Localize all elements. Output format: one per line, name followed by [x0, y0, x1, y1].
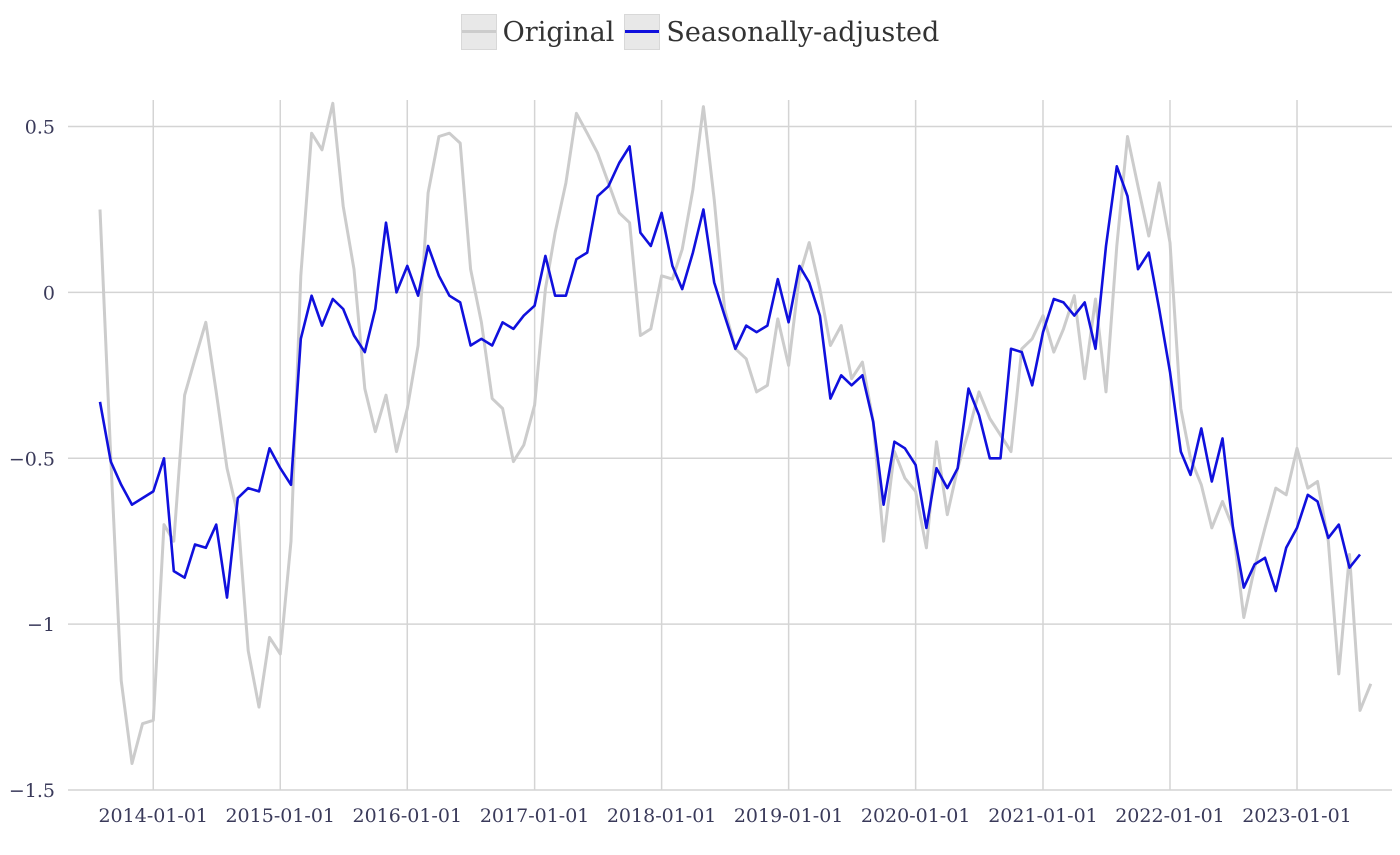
y-tick-label: −1.5 — [9, 780, 55, 802]
y-tick-label: −0.5 — [9, 448, 55, 470]
x-tick-label: 2022-01-01 — [1115, 805, 1225, 827]
legend: Original Seasonally-adjusted — [0, 14, 1400, 50]
legend-label-original: Original — [502, 16, 615, 48]
y-tick-label: 0.5 — [25, 117, 55, 139]
x-tick-label: 2023-01-01 — [1242, 805, 1352, 827]
y-tick-label: −1 — [27, 614, 55, 636]
x-tick-label: 2017-01-01 — [480, 805, 590, 827]
legend-label-seasonally-adjusted: Seasonally-adjusted — [666, 16, 940, 48]
series-line-original — [98, 101, 1373, 765]
x-tick-label: 2015-01-01 — [225, 805, 335, 827]
x-tick-label: 2020-01-01 — [861, 805, 971, 827]
x-tick-label: 2016-01-01 — [352, 805, 462, 827]
x-tick-label: 2014-01-01 — [98, 805, 208, 827]
series-line-seasonally-adjusted — [98, 145, 1362, 599]
x-tick-label: 2018-01-01 — [607, 805, 717, 827]
y-tick-label: 0 — [43, 282, 55, 304]
legend-swatch-original — [460, 14, 497, 50]
x-tick-label: 2021-01-01 — [988, 805, 1098, 827]
legend-item-original[interactable]: Original — [460, 14, 615, 50]
legend-item-seasonally-adjusted[interactable]: Seasonally-adjusted — [624, 14, 939, 50]
legend-swatch-seasonally-adjusted — [624, 14, 661, 50]
x-tick-label: 2019-01-01 — [734, 805, 844, 827]
